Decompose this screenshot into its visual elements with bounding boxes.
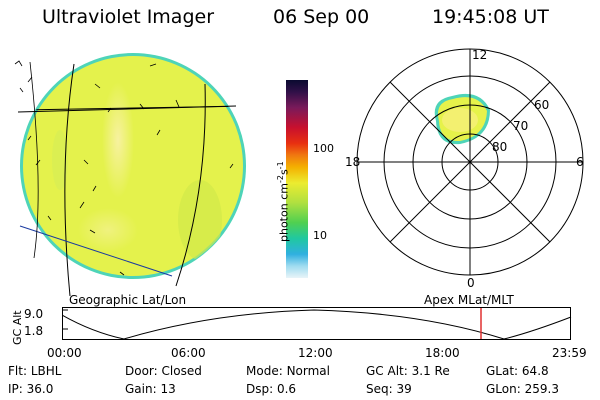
polar-label-70: 70 (513, 119, 529, 133)
info-seq: Seq: 39 (366, 382, 412, 396)
mlt-label-6: 6 (576, 155, 584, 169)
geographic-projection-label: Geographic Lat/Lon (69, 293, 187, 307)
info-glon: GLon: 259.3 (486, 382, 559, 396)
time-tick-0000: 00:00 (47, 346, 82, 360)
info-ip: IP: 36.0 (8, 382, 54, 396)
info-mode: Mode: Normal (246, 364, 330, 378)
time-tick-0600: 06:00 (171, 346, 206, 360)
color-scale-bar (286, 80, 308, 278)
time-tick-1800: 18:00 (425, 346, 460, 360)
polar-label-60: 60 (534, 98, 550, 112)
altitude-strip-plot (62, 307, 572, 340)
altitude-axis-label: GC Alt (11, 310, 24, 345)
colorbar-tick-100: 100 (313, 142, 334, 155)
mlt-label-0: 0 (467, 276, 475, 290)
date-label: 06 Sep 00 (273, 6, 370, 28)
info-flt: Flt: LBHL (8, 364, 62, 378)
alt-tick-1-8: 1.8 (24, 324, 44, 338)
alt-tick-9: 9.0 (24, 307, 44, 321)
mlt-label-12: 12 (472, 48, 488, 62)
geographic-image (14, 53, 246, 297)
time-tick-1200: 12:00 (298, 346, 333, 360)
mlt-label-18: 18 (345, 155, 361, 169)
polar-label-80: 80 (492, 140, 508, 154)
polar-mlat-mlt-plot (356, 48, 584, 276)
info-door: Door: Closed (125, 364, 202, 378)
info-glat: GLat: 64.8 (486, 364, 549, 378)
info-dsp: Dsp: 0.6 (246, 382, 297, 396)
info-gain: Gain: 13 (125, 382, 176, 396)
info-gc-alt: GC Alt: 3.1 Re (366, 364, 450, 378)
colorbar-tick-10: 10 (313, 229, 327, 242)
apex-projection-label: Apex MLat/MLT (424, 293, 514, 307)
time-label: 19:45:08 UT (432, 6, 549, 28)
colorbar-unit-label: photon cm-2s-1 (276, 161, 291, 242)
time-tick-2359: 23:59 (552, 346, 587, 360)
app-title: Ultraviolet Imager (42, 6, 215, 28)
